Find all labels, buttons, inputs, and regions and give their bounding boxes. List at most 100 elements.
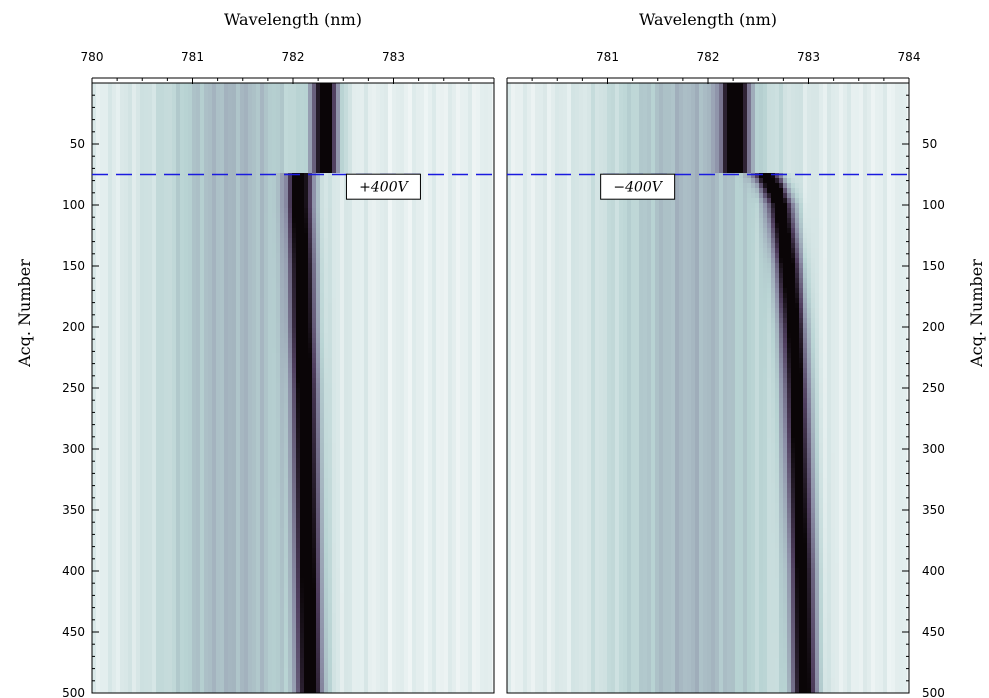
left-heatmap-cell	[184, 283, 189, 289]
left-heatmap-cell	[120, 318, 125, 324]
left-heatmap-cell	[308, 153, 313, 159]
left-heatmap-cell	[184, 303, 189, 309]
left-heatmap-cell	[376, 133, 381, 139]
left-heatmap-cell	[392, 163, 397, 169]
left-heatmap-row	[92, 163, 494, 169]
left-heatmap-cell	[256, 318, 261, 324]
left-heatmap-cell	[224, 133, 229, 139]
left-heatmap-cell	[104, 198, 109, 204]
left-heatmap-cell	[468, 93, 473, 99]
left-heatmap-cell	[376, 168, 381, 174]
left-heatmap-cell	[432, 193, 437, 199]
left-heatmap-cell	[348, 273, 353, 279]
left-heatmap-cell	[216, 243, 221, 249]
left-heatmap-cell	[184, 288, 189, 294]
left-heatmap-cell	[308, 303, 313, 309]
left-heatmap-cell	[372, 148, 377, 154]
left-heatmap-cell	[180, 173, 185, 179]
left-heatmap-cell	[336, 253, 341, 259]
left-heatmap-cell	[204, 188, 209, 194]
left-heatmap-cell	[276, 203, 281, 209]
left-heatmap-cell	[408, 228, 413, 234]
left-heatmap-cell	[124, 288, 129, 294]
left-heatmap-cell	[212, 103, 217, 109]
left-heatmap-cell	[348, 288, 353, 294]
left-heatmap-cell	[420, 188, 425, 194]
left-heatmap-cell	[128, 263, 133, 269]
left-heatmap-cell	[152, 133, 157, 139]
left-heatmap-cell	[148, 268, 153, 274]
left-heatmap-cell	[432, 213, 437, 219]
left-heatmap-cell	[284, 248, 289, 254]
left-heatmap-cell	[376, 83, 381, 89]
left-heatmap-cell	[328, 88, 333, 94]
left-heatmap-cell	[344, 148, 349, 154]
left-heatmap-cell	[212, 203, 217, 209]
left-heatmap-cell	[392, 88, 397, 94]
left-heatmap-cell	[108, 263, 113, 269]
left-heatmap-cell	[464, 283, 469, 289]
left-heatmap-cell	[488, 93, 493, 99]
left-heatmap-cell	[224, 268, 229, 274]
left-heatmap-cell	[176, 168, 181, 174]
left-heatmap-cell	[100, 303, 105, 309]
left-heatmap-cell	[380, 258, 385, 264]
left-heatmap-cell	[204, 103, 209, 109]
left-heatmap-cell	[416, 288, 421, 294]
left-heatmap-cell	[148, 208, 153, 214]
left-heatmap-cell	[116, 108, 121, 114]
left-heatmap-cell	[460, 278, 465, 284]
left-heatmap-cell	[168, 313, 173, 319]
left-heatmap-cell	[208, 103, 213, 109]
left-heatmap-cell	[232, 208, 237, 214]
left-heatmap-cell	[468, 193, 473, 199]
left-heatmap-cell	[484, 283, 489, 289]
left-heatmap-cell	[212, 298, 217, 304]
left-heatmap-cell	[340, 133, 345, 139]
left-heatmap-cell	[156, 253, 161, 259]
left-heatmap-cell	[100, 163, 105, 169]
left-heatmap-cell	[440, 298, 445, 304]
left-heatmap-cell	[316, 298, 321, 304]
left-heatmap-cell	[424, 223, 429, 229]
left-heatmap-cell	[488, 153, 493, 159]
left-heatmap-cell	[112, 123, 117, 129]
left-heatmap-cell	[228, 178, 233, 184]
left-heatmap-cell	[232, 288, 237, 294]
left-heatmap-cell	[248, 293, 253, 299]
left-heatmap-cell	[428, 218, 433, 224]
left-heatmap-cell	[244, 148, 249, 154]
left-heatmap-cell	[172, 183, 177, 189]
left-heatmap-cell	[236, 133, 241, 139]
left-heatmap-cell	[304, 278, 309, 284]
left-heatmap-cell	[196, 228, 201, 234]
left-heatmap-cell	[244, 188, 249, 194]
left-heatmap-cell	[192, 223, 197, 229]
left-heatmap-cell	[172, 123, 177, 129]
left-heatmap-cell	[288, 263, 293, 269]
left-heatmap-cell	[268, 93, 273, 99]
left-heatmap-cell	[424, 158, 429, 164]
left-heatmap-cell	[104, 183, 109, 189]
left-heatmap-cell	[184, 253, 189, 259]
left-heatmap-cell	[132, 183, 137, 189]
left-heatmap-cell	[256, 258, 261, 264]
left-heatmap-cell	[436, 318, 441, 324]
left-heatmap-cell	[408, 213, 413, 219]
left-heatmap-cell	[440, 313, 445, 319]
left-heatmap-cell	[344, 158, 349, 164]
left-heatmap-cell	[492, 133, 494, 139]
left-heatmap-cell	[448, 208, 453, 214]
left-heatmap-cell	[172, 108, 177, 114]
left-heatmap-cell	[456, 313, 461, 319]
left-heatmap-cell	[452, 268, 457, 274]
left-heatmap-cell	[144, 153, 149, 159]
left-heatmap-cell	[488, 213, 493, 219]
left-heatmap-cell	[212, 133, 217, 139]
left-heatmap-cell	[328, 208, 333, 214]
left-heatmap-cell	[296, 313, 301, 319]
left-heatmap-cell	[344, 163, 349, 169]
left-heatmap-cell	[380, 293, 385, 299]
left-heatmap-cell	[408, 293, 413, 299]
left-heatmap-cell	[488, 188, 493, 194]
